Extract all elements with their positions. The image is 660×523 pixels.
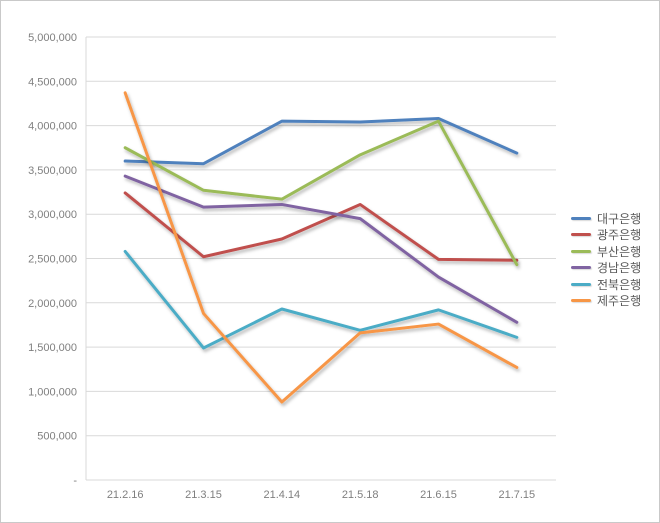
legend-label: 경남은행 [597, 261, 642, 276]
legend-item-jeju-bank: 제주은행 [571, 293, 641, 310]
series-line-jeonbuk-bank [123, 249, 519, 350]
series-lines [123, 91, 519, 404]
legend-item-jeonbuk-bank: 전북은행 [571, 276, 641, 293]
y-axis-tick-label: 4,500,000 [28, 76, 77, 88]
legend-marker-jeju-bank [571, 299, 591, 303]
series-line-gwangju-bank [123, 191, 519, 262]
x-axis-tick-label: 21.2.16 [107, 489, 144, 501]
legend-marker-jeonbuk-bank [571, 282, 591, 286]
legend-marker-gwangju-bank [571, 233, 591, 237]
y-axis-tick-label: 1,000,000 [28, 386, 77, 398]
y-axis-tick-label: - [73, 475, 77, 487]
y-axis-tick-label: 5,000,000 [28, 32, 77, 44]
legend-item-daegu-bank: 대구은행 [571, 210, 641, 227]
x-axis-tick-label: 21.5.18 [342, 489, 379, 501]
axis-lines [85, 37, 556, 481]
legend-marker-daegu-bank [571, 216, 591, 220]
x-axis-tick-label: 21.4.14 [263, 489, 300, 501]
gridlines [86, 36, 556, 481]
y-axis-tick-label: 3,500,000 [28, 165, 77, 177]
series-line-gyeongnam-bank [123, 174, 519, 324]
y-axis-tick-label: 500,000 [37, 431, 77, 443]
legend-label: 전북은행 [597, 277, 642, 292]
x-axis-tick-label: 21.7.15 [498, 489, 535, 501]
legend-label: 대구은행 [597, 211, 642, 226]
legend-label: 부산은행 [597, 244, 642, 259]
series-line-daegu-bank [123, 117, 519, 166]
y-axis-tick-label: 2,000,000 [28, 298, 77, 310]
y-axis-tick-label: 2,500,000 [28, 254, 77, 266]
legend-marker-busan-bank [571, 249, 591, 253]
legend-label: 제주은행 [597, 294, 642, 309]
y-axis-tick-label: 3,000,000 [28, 209, 77, 221]
series-line-busan-bank [123, 119, 519, 267]
x-axis-labels: 21.2.16 21.3.15 21.4.14 21.5.18 21.6.15 21.7.… [107, 489, 535, 501]
y-axis-tick-label: 4,000,000 [28, 121, 77, 133]
x-axis-tick-label: 21.6.15 [420, 489, 457, 501]
y-axis-labels: - 500,000 1,000,000 1,500,000 2,000,000 2,500… [28, 32, 77, 487]
series-line-jeju-bank [123, 91, 519, 404]
y-axis-tick-label: 1,500,000 [28, 342, 77, 354]
x-axis-tick-label: 21.3.15 [185, 489, 222, 501]
legend-item-gyeongnam-bank: 경남은행 [571, 260, 641, 277]
legend-item-gwangju-bank: 광주은행 [571, 227, 641, 244]
legend-label: 광주은행 [597, 228, 642, 243]
legend-marker-gyeongnam-bank [571, 266, 591, 270]
legend-item-busan-bank: 부산은행 [571, 243, 641, 260]
